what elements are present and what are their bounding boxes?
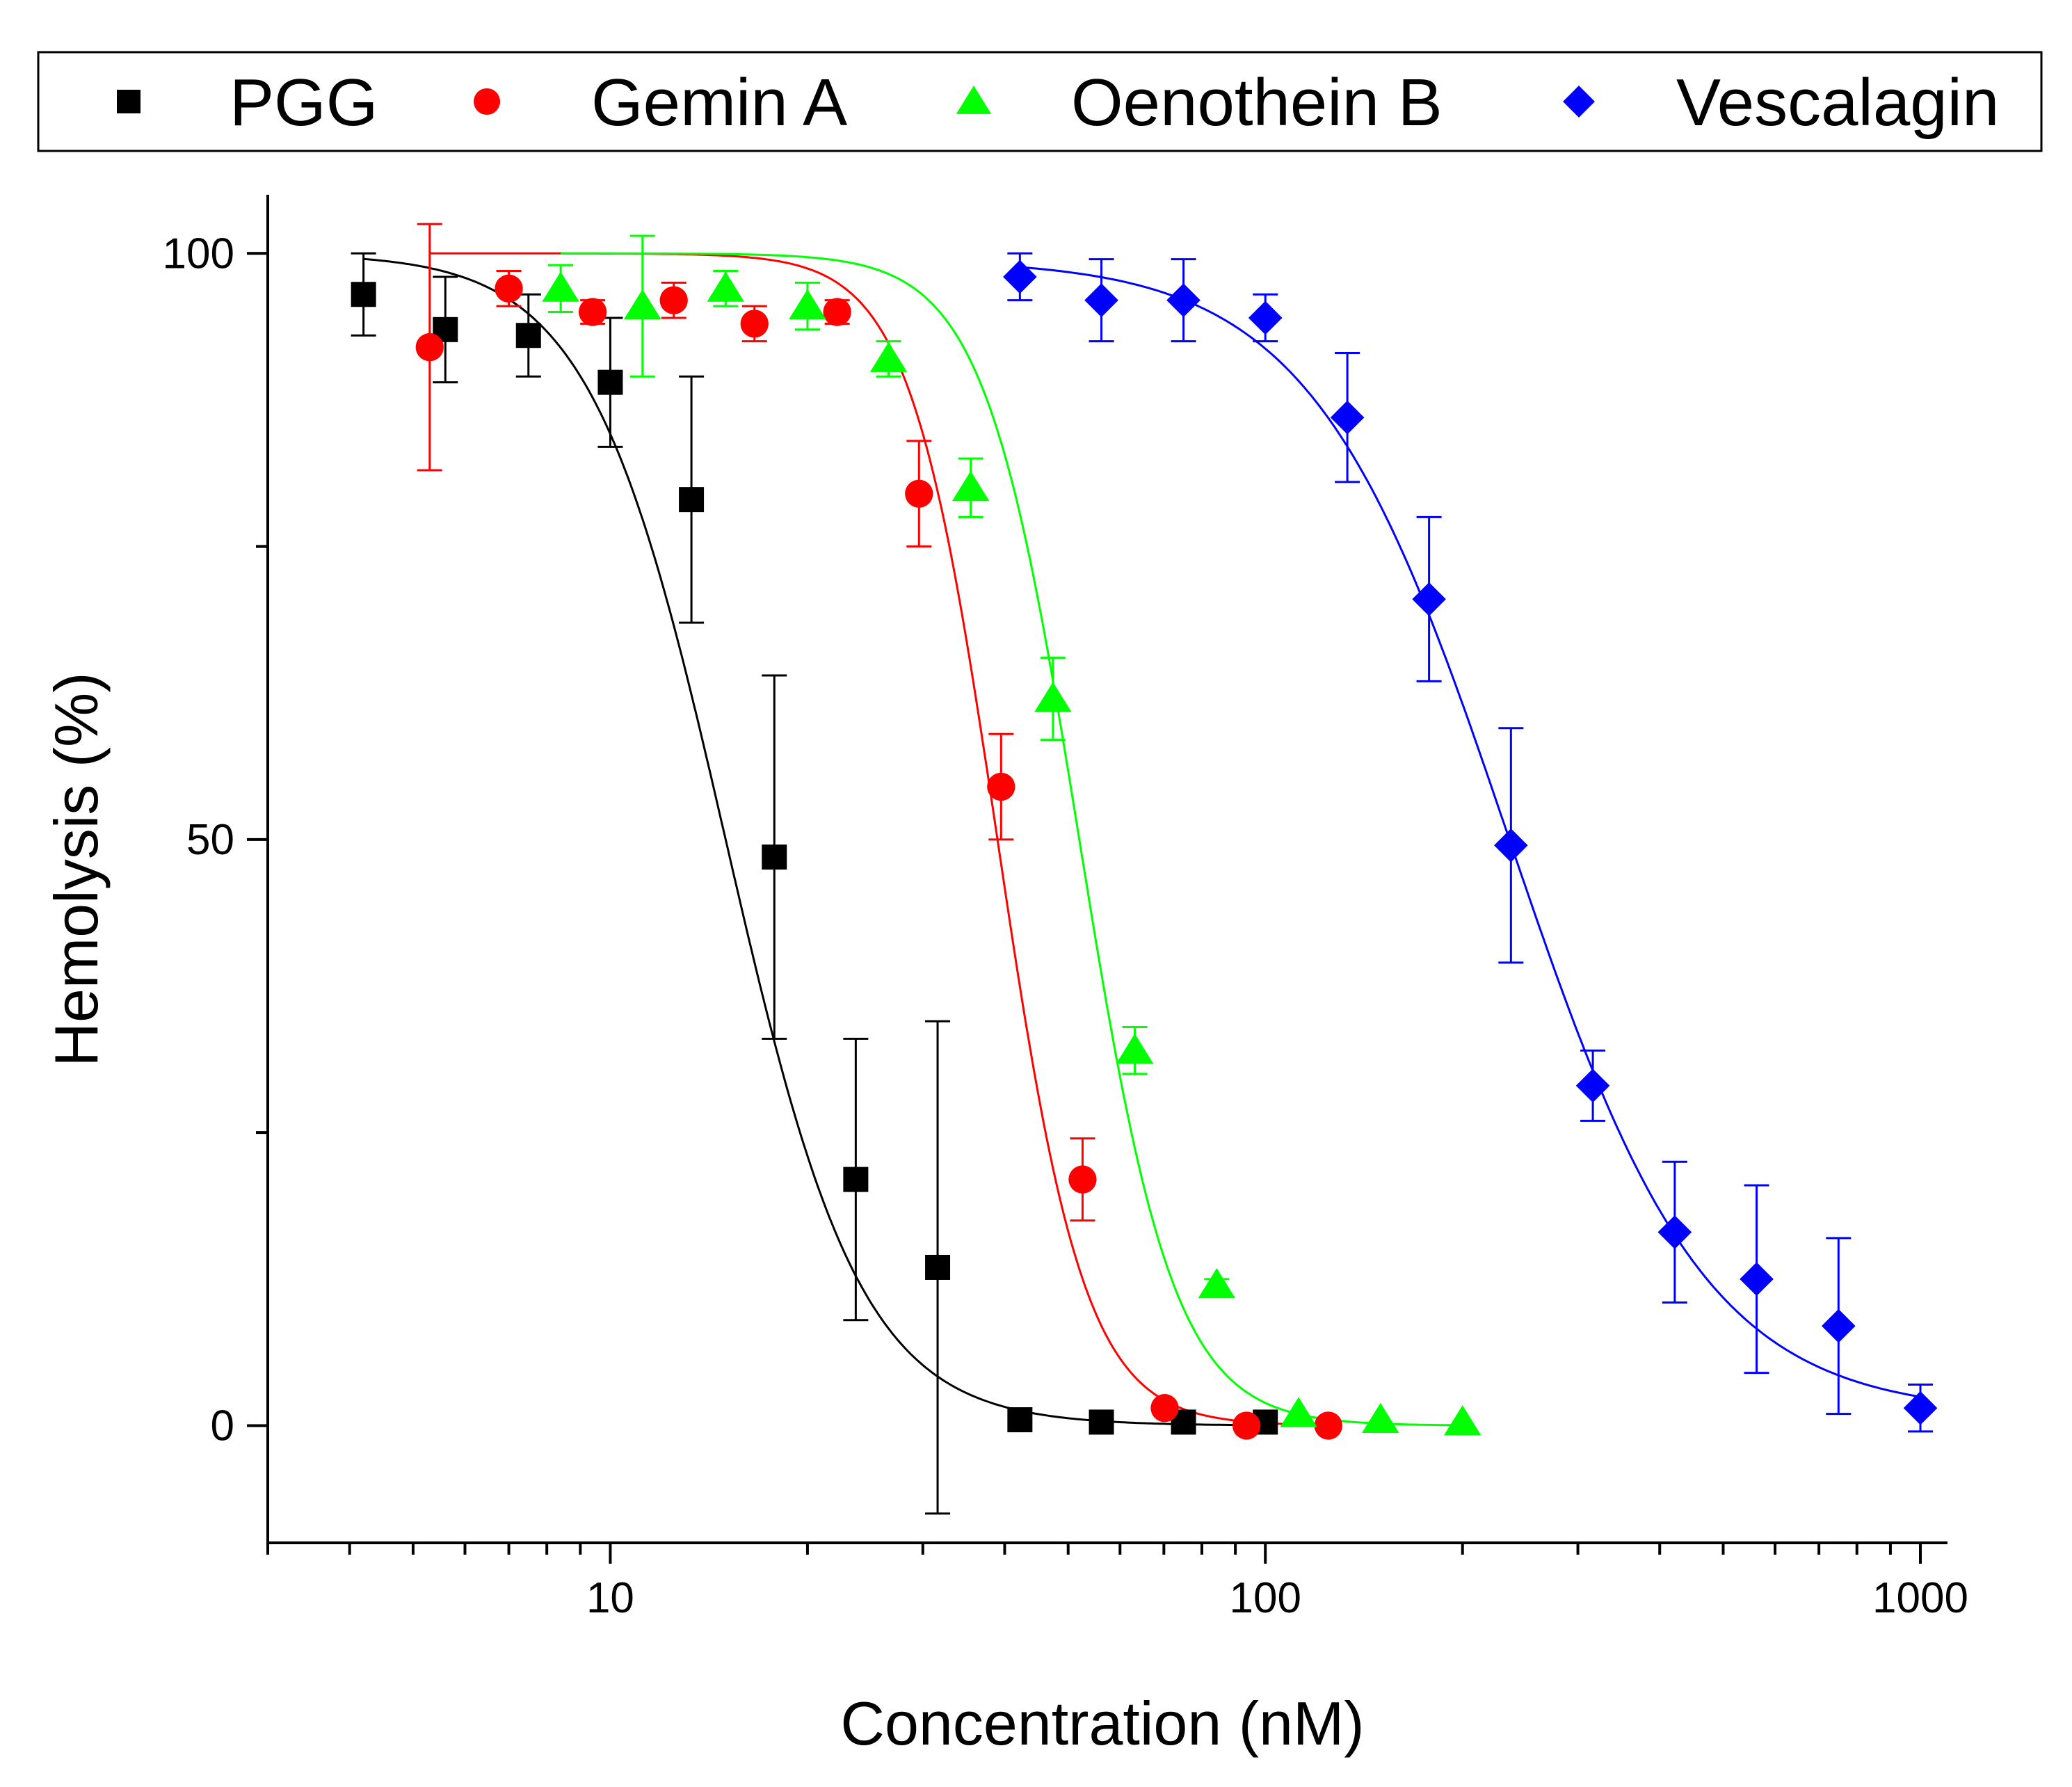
gemin-a-point xyxy=(905,479,933,508)
gemin-a-point xyxy=(1150,1394,1179,1423)
pgg-point xyxy=(597,369,623,395)
pgg-point xyxy=(1089,1409,1114,1435)
y-ticks: 0 50 100 xyxy=(163,230,268,1450)
legend-frame xyxy=(37,51,2043,152)
oenothein-b-point xyxy=(869,342,908,372)
legend-items: PGG Gemin A Oenothein B Vescalagin xyxy=(117,65,1999,140)
oenothein-b-fit-curve xyxy=(561,252,1463,1427)
x-ticks: 10 100 1000 xyxy=(266,1543,1968,1622)
vescalagin-point xyxy=(1248,300,1283,335)
oenothein-b-point xyxy=(1362,1402,1399,1434)
oenothein-b-point xyxy=(1198,1267,1236,1299)
pgg-point xyxy=(925,1254,951,1280)
plot-area xyxy=(351,223,1938,1515)
vescalagin-point xyxy=(1821,1308,1856,1343)
fit-lines xyxy=(363,252,1921,1427)
legend-marker-pgg xyxy=(117,90,140,113)
vescalagin-point xyxy=(1903,1391,1938,1425)
gemin-a-point xyxy=(740,310,769,338)
gemin-a-point xyxy=(415,332,444,362)
vescalagin-point xyxy=(1330,400,1365,435)
gemin-a-point xyxy=(987,772,1015,801)
pgg-point xyxy=(515,323,541,348)
oenothein-b-point xyxy=(624,289,661,320)
x-tick-label: 1000 xyxy=(1872,1574,1968,1622)
vescalagin-point xyxy=(1003,259,1037,294)
legend-marker-oenothein-b xyxy=(956,86,992,114)
legend-label-gemin-a: Gemin A xyxy=(591,65,847,140)
gemin-a-point xyxy=(1068,1165,1097,1194)
vescalagin-point xyxy=(1494,828,1528,863)
gemin-a-point xyxy=(659,286,688,314)
vescalagin-point xyxy=(1657,1215,1692,1249)
oenothein-b-point xyxy=(1280,1397,1317,1427)
y-tick-label: 0 xyxy=(211,1402,234,1450)
x-axis-label: Concentration (nM) xyxy=(840,1689,1364,1758)
vescalagin-point xyxy=(1166,283,1200,317)
pgg-point xyxy=(1007,1407,1033,1433)
legend-label-oenothein-b: Oenothein B xyxy=(1071,65,1443,140)
legend-marker-gemin-a xyxy=(473,88,501,115)
pgg-point xyxy=(843,1167,869,1192)
oenothein-b-point xyxy=(542,271,579,302)
data-markers xyxy=(351,259,1938,1440)
gemin-a-fit-curve xyxy=(429,252,1328,1427)
vescalagin-point xyxy=(1084,283,1118,317)
legend-label-vescalagin: Vescalagin xyxy=(1676,65,1999,140)
vescalagin-fit-curve xyxy=(1020,266,1921,1398)
vescalagin-point xyxy=(1740,1262,1774,1297)
oenothein-b-point xyxy=(1116,1033,1154,1064)
y-axis-label: Hemolysis (%) xyxy=(42,672,111,1066)
y-tick-label: 100 xyxy=(163,230,234,278)
gemin-a-point xyxy=(823,298,851,326)
pgg-point xyxy=(762,844,787,870)
vescalagin-point xyxy=(1575,1068,1610,1103)
gemin-a-point xyxy=(578,298,607,326)
pgg-point xyxy=(351,282,376,307)
vescalagin-point xyxy=(1412,582,1446,616)
error-bars xyxy=(351,223,1934,1515)
pgg-fit-curve xyxy=(363,257,1266,1427)
legend: PGG Gemin A Oenothein B Vescalagin xyxy=(37,51,2043,152)
oenothein-b-point xyxy=(951,471,990,502)
oenothein-b-point xyxy=(1444,1405,1481,1436)
gemin-a-point xyxy=(495,274,523,303)
y-tick-label: 50 xyxy=(186,816,234,864)
axes: 10 100 1000 0 50 100 Concentration (nM) Hemo… xyxy=(42,195,1968,1758)
x-tick-label: 10 xyxy=(586,1574,634,1622)
oenothein-b-point xyxy=(707,271,745,302)
legend-marker-vescalagin xyxy=(1563,86,1595,118)
oenothein-b-point xyxy=(789,289,826,320)
oenothein-b-point xyxy=(1034,682,1072,712)
pgg-point xyxy=(679,487,705,513)
gemin-a-point xyxy=(1314,1411,1343,1440)
legend-label-pgg: PGG xyxy=(230,65,378,140)
x-tick-label: 100 xyxy=(1230,1574,1301,1622)
gemin-a-point xyxy=(1232,1411,1261,1440)
